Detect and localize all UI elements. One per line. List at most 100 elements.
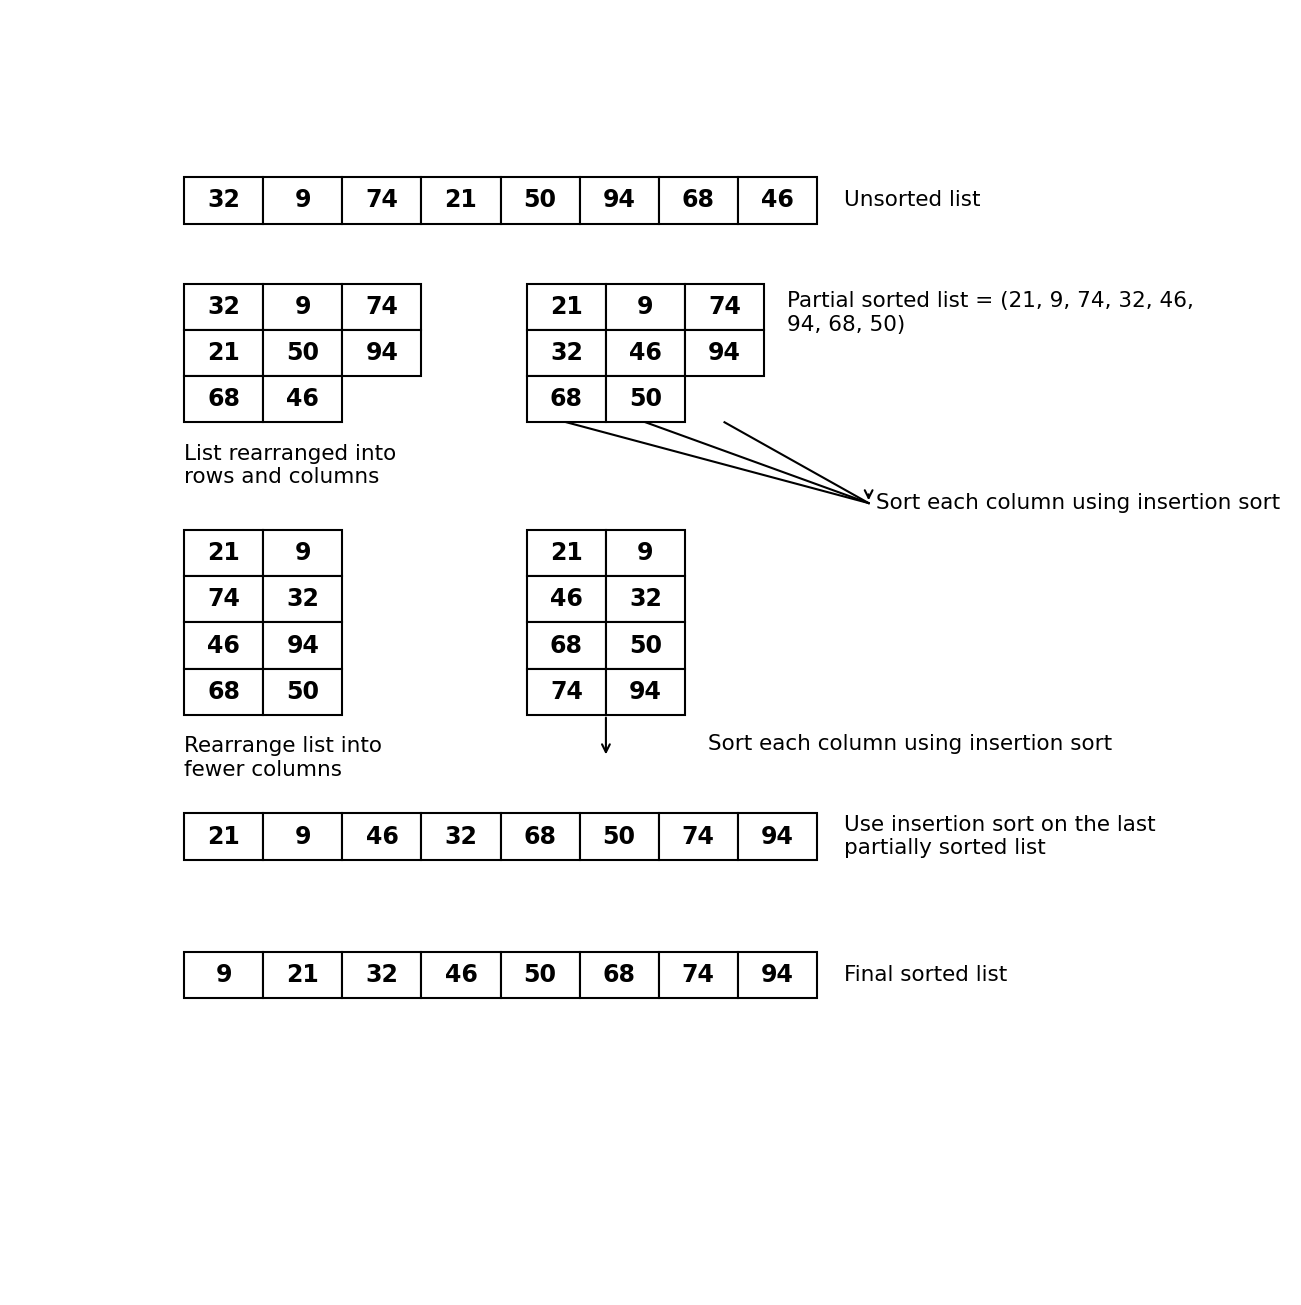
Bar [263,177,342,223]
Bar [684,330,764,376]
Bar [527,283,606,330]
Text: 94: 94 [761,963,794,987]
Bar [684,283,764,330]
Text: 68: 68 [207,388,241,411]
Text: 9: 9 [294,542,311,565]
Bar [263,283,342,330]
Text: 74: 74 [682,963,714,987]
Text: 94: 94 [366,341,398,365]
Text: 68: 68 [602,963,636,987]
Bar [263,577,342,622]
Bar [658,813,738,860]
Bar [185,668,263,715]
Text: Unsorted list: Unsorted list [844,191,981,210]
Text: 68: 68 [550,633,583,658]
Text: 32: 32 [628,587,662,611]
Bar [263,376,342,423]
Bar [527,577,606,622]
Bar [422,953,501,998]
Text: 94: 94 [602,188,635,213]
Bar [263,953,342,998]
Bar [263,813,342,860]
Text: 50: 50 [628,633,662,658]
Bar [185,622,263,668]
Text: 74: 74 [366,295,398,318]
Bar [342,953,422,998]
Bar [501,177,579,223]
Bar [422,813,501,860]
Text: Sort each column using insertion sort: Sort each column using insertion sort [877,493,1280,513]
Bar [185,577,263,622]
Text: 9: 9 [294,188,311,213]
Bar [658,953,738,998]
Text: Final sorted list: Final sorted list [844,966,1007,985]
Text: 94: 94 [761,825,794,848]
Text: Partial sorted list = (21, 9, 74, 32, 46,
94, 68, 50): Partial sorted list = (21, 9, 74, 32, 46… [787,291,1194,334]
Text: 46: 46 [207,633,241,658]
Bar [579,953,658,998]
Bar [606,622,684,668]
Text: 50: 50 [523,188,557,213]
Text: 32: 32 [445,825,477,848]
Text: 9: 9 [637,295,653,318]
Text: 32: 32 [286,587,319,611]
Text: Rearrange list into
fewer columns: Rearrange list into fewer columns [185,736,382,779]
Text: 50: 50 [523,963,557,987]
Text: 21: 21 [207,825,241,848]
Text: 94: 94 [708,341,742,365]
Text: 9: 9 [294,295,311,318]
Bar [342,330,422,376]
Text: 68: 68 [207,680,241,703]
Text: 21: 21 [286,963,319,987]
Bar [527,330,606,376]
Text: 46: 46 [445,963,477,987]
Bar [342,813,422,860]
Bar [606,668,684,715]
Text: 21: 21 [550,542,583,565]
Bar [501,813,579,860]
Bar [606,283,684,330]
Text: 32: 32 [207,295,241,318]
Text: 68: 68 [682,188,714,213]
Bar [738,813,817,860]
Bar [185,330,263,376]
Text: 50: 50 [286,680,320,703]
Bar [527,668,606,715]
Bar [185,953,263,998]
Text: 32: 32 [207,188,241,213]
Bar [185,376,263,423]
Text: 21: 21 [207,542,241,565]
Text: 21: 21 [207,341,241,365]
Bar [263,330,342,376]
Text: 74: 74 [682,825,714,848]
Bar [185,530,263,577]
Text: 94: 94 [286,633,319,658]
Text: 9: 9 [294,825,311,848]
Text: Use insertion sort on the last
partially sorted list: Use insertion sort on the last partially… [844,814,1155,859]
Text: 74: 74 [366,188,398,213]
Text: 50: 50 [628,388,662,411]
Bar [342,283,422,330]
Bar [342,177,422,223]
Bar [606,530,684,577]
Bar [527,376,606,423]
Text: 46: 46 [761,188,794,213]
Bar [527,530,606,577]
Bar [501,953,579,998]
Text: 74: 74 [708,295,742,318]
Text: 68: 68 [550,388,583,411]
Text: List rearranged into
rows and columns: List rearranged into rows and columns [185,444,397,487]
Bar [185,177,263,223]
Bar [738,177,817,223]
Text: 46: 46 [366,825,398,848]
Bar [527,622,606,668]
Bar [606,376,684,423]
Text: 74: 74 [207,587,241,611]
Bar [606,577,684,622]
Text: 94: 94 [628,680,662,703]
Text: 9: 9 [216,963,232,987]
Bar [263,622,342,668]
Bar [185,283,263,330]
Bar [579,813,658,860]
Text: 32: 32 [366,963,398,987]
